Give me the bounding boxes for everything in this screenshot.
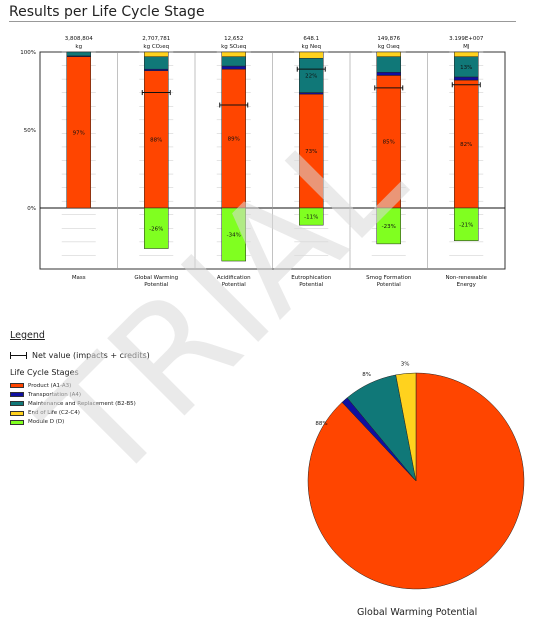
bar-segment [221, 51, 246, 57]
legend-label: Transportation (A4) [28, 391, 82, 398]
title-divider [9, 21, 516, 22]
legend-swatch [10, 401, 24, 407]
bar-segment [376, 207, 401, 245]
legend-stage-list: Product (A1-A3) Transportation (A4) Mainte… [10, 381, 136, 427]
bar-segment [221, 207, 246, 262]
x-tick-label: Potential [299, 282, 324, 288]
bar-segment [144, 207, 169, 249]
pie-slice-label: 88% [315, 421, 327, 427]
report-title: Results per Life Cycle Stage [9, 4, 205, 20]
legend-label: End of Life (C2-C4) [28, 410, 80, 417]
y-tick-label: 100% [20, 50, 36, 56]
y-tick-label: 0% [27, 206, 36, 212]
legend-title: Legend [10, 330, 45, 341]
bar-segment [144, 70, 169, 209]
y-tick-label: 50% [24, 128, 36, 134]
stacked-bar-chart: 100% 50% 0% 3,808,804 kg Mass 97% 2,707,781 kg C… [20, 36, 506, 288]
legend-net-value: Net value (impacts + credits) [10, 351, 150, 360]
bar-data-label: -11% [304, 215, 318, 221]
category-total: 3,808,804 [65, 36, 93, 42]
legend-label: Module D (D) [28, 419, 65, 426]
bar-data-label: 89% [228, 137, 240, 143]
bar-segment [454, 51, 479, 57]
x-tick-label: Potential [377, 282, 402, 288]
net-value-icon [10, 352, 27, 359]
category-unit: MJ [463, 44, 470, 50]
legend-swatch [10, 383, 24, 389]
pie-slice-label: 8% [362, 372, 371, 378]
bar-data-label: 22% [305, 73, 317, 79]
bar-segment [144, 51, 169, 57]
category-unit: kg [75, 44, 82, 50]
x-tick-label: Global Warming [134, 275, 178, 281]
pie-slice-label: 3% [401, 362, 410, 368]
bar-segment [66, 51, 91, 57]
legend-label: Product (A1-A3) [28, 382, 72, 389]
bar-segment [454, 207, 479, 242]
x-tick-label: Mass [72, 275, 86, 281]
x-tick-label: Potential [144, 282, 169, 288]
bar-data-label: -23% [382, 224, 396, 230]
legend-item: Product (A1-A3) [10, 381, 136, 390]
bar-data-label: 82% [460, 142, 472, 148]
category-total: 12,652 [224, 36, 243, 42]
x-tick-label: Potential [222, 282, 247, 288]
bar-segment [299, 51, 324, 59]
bar-data-label: 88% [150, 137, 162, 143]
bar-data-label: 97% [73, 130, 85, 136]
legend-item: Module D (D) [10, 418, 136, 427]
bar-data-label: 85% [383, 140, 395, 146]
bar-data-label: 13% [460, 65, 472, 71]
legend-item: Transportation (A4) [10, 390, 136, 399]
category-total: 149,876 [377, 36, 400, 42]
legend-swatch [10, 410, 24, 416]
legend-item: Maintenance and Replacement (B2-B5) [10, 399, 136, 408]
bar-segment [299, 93, 324, 209]
bar-segment [376, 75, 401, 209]
category-unit: kg Neq [302, 44, 321, 50]
legend-stages-title: Life Cycle Stages [10, 368, 79, 377]
category-unit: kg SO₂eq [221, 44, 246, 50]
category-total: 3.199E+007 [449, 36, 484, 42]
pie-chart-title: Global Warming Potential [357, 607, 478, 618]
bar-data-label: -26% [149, 226, 163, 232]
bar-segment [376, 51, 401, 57]
bar-segment [299, 207, 324, 226]
pie-slice [395, 372, 417, 482]
bar-segment [221, 68, 246, 209]
legend-swatch [10, 392, 24, 398]
legend-label: Maintenance and Replacement (B2-B5) [28, 400, 136, 407]
x-tick-label: Eutrophication [291, 275, 332, 281]
x-tick-label: Smog Formation [366, 275, 412, 281]
category-unit: kg CO₂eq [143, 44, 169, 50]
legend-swatch [10, 419, 24, 425]
category-total: 2,707,781 [142, 36, 170, 42]
bar-data-label: -34% [227, 233, 241, 239]
legend-net-label: Net value (impacts + credits) [32, 351, 150, 360]
category-total: 648.1 [303, 36, 319, 42]
bar-data-label: -21% [459, 222, 473, 228]
category-unit: kg O₃eq [378, 44, 400, 50]
x-tick-label: Acidification [217, 275, 251, 281]
legend-item: End of Life (C2-C4) [10, 409, 136, 418]
x-tick-label: Energy [457, 282, 477, 288]
x-tick-label: Non-renewable [445, 275, 487, 281]
bar-data-label: 73% [305, 149, 317, 155]
